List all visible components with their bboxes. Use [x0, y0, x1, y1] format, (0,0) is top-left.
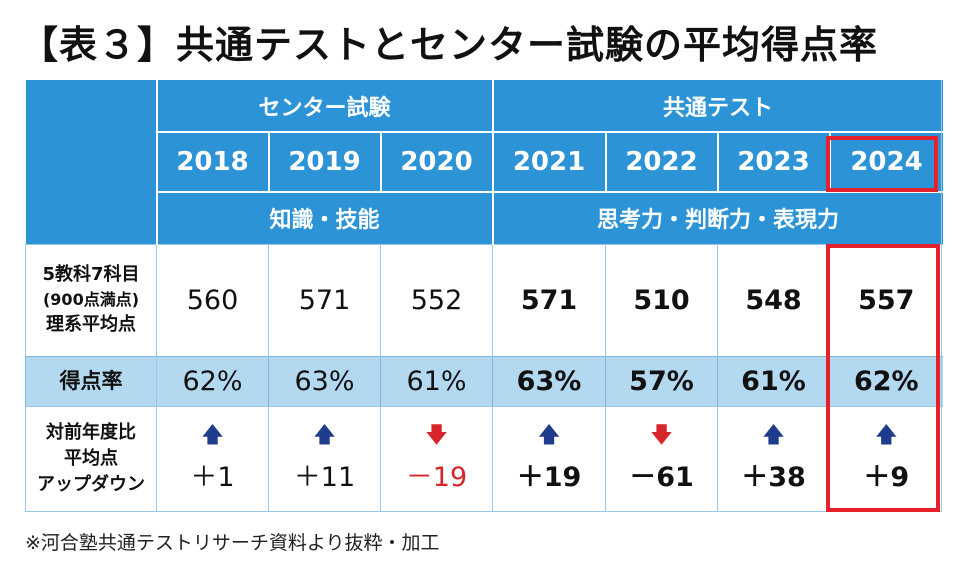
row-label-line: 5教科7科目 [42, 264, 140, 286]
updown-value: ＋1 [190, 461, 235, 493]
updown-cell: 🡇 －19 [380, 405, 493, 512]
updown-value: －61 [629, 461, 694, 493]
year-header: 2020 [379, 132, 493, 193]
page-title: 【表３】共通テストとセンター試験の平均得点率 [20, 23, 879, 67]
rate-cell: 62% [828, 355, 943, 406]
group-center: センター試験 [155, 80, 493, 133]
ability-center: 知識・技能 [155, 192, 493, 244]
score-table: センター試験 共通テスト 2018 2019 2020 2021 2022 20… [25, 80, 943, 512]
rate-cell: 62% [156, 355, 269, 406]
score-cell: 571 [268, 243, 381, 356]
updown-cell: 🡅 ＋1 [156, 405, 269, 512]
updown-value: ＋38 [741, 461, 806, 493]
down-arrow-icon: 🡇 [425, 422, 448, 448]
row-label-updown: 対前年度比 平均点 アップダウン [25, 405, 157, 512]
rate-cell: 57% [605, 355, 718, 406]
updown-cell: 🡅 ＋9 [828, 405, 943, 512]
updown-cell: 🡅 ＋38 [717, 405, 830, 512]
row-label-line: アップダウン [37, 474, 145, 496]
year-header: 2023 [716, 132, 830, 193]
score-cell: 560 [156, 243, 269, 356]
up-arrow-icon: 🡅 [537, 422, 561, 448]
updown-cell: 🡇 －61 [605, 405, 718, 512]
group-kyotsu: 共通テスト [491, 80, 943, 133]
year-header: 2021 [491, 132, 606, 193]
updown-value: ＋11 [293, 461, 356, 493]
header-corner [25, 80, 157, 244]
updown-cell: 🡅 ＋11 [268, 405, 381, 512]
year-header: 2019 [267, 132, 381, 193]
row-label-line: 理系平均点 [46, 313, 136, 335]
score-cell: 548 [717, 243, 830, 356]
row-label-line: (900点満点) [42, 290, 140, 310]
score-cell: 552 [380, 243, 493, 356]
up-arrow-icon: 🡅 [874, 422, 898, 448]
year-header: 2022 [604, 132, 718, 193]
highlight-2024-year [826, 136, 938, 192]
down-arrow-icon: 🡇 [650, 422, 673, 448]
rate-cell: 61% [717, 355, 830, 406]
rate-cell: 61% [380, 355, 493, 406]
rate-cell: 63% [492, 355, 606, 406]
score-cell: 557 [828, 243, 943, 356]
rate-cell: 63% [268, 355, 381, 406]
year-header: 2018 [155, 132, 269, 193]
ability-kyotsu: 思考力・判断力・表現力 [491, 192, 943, 244]
updown-value: －19 [405, 461, 468, 493]
up-arrow-icon: 🡅 [762, 422, 785, 448]
score-cell: 571 [492, 243, 606, 356]
year-header: 2024 [828, 132, 943, 193]
row-label-rate: 得点率 [25, 355, 157, 406]
highlight-2024-column [826, 244, 940, 512]
up-arrow-icon: 🡅 [313, 422, 336, 448]
updown-value: ＋9 [863, 461, 910, 493]
row-label-score: 5教科7科目 (900点満点) 理系平均点 [25, 243, 157, 356]
row-label-line: 対前年度比 [46, 422, 136, 444]
up-arrow-icon: 🡅 [201, 422, 224, 448]
footnote: ※河合塾共通テストリサーチ資料より抜粋・加工 [25, 532, 440, 554]
updown-cell: 🡅 ＋19 [492, 405, 606, 512]
row-label-line: 平均点 [64, 448, 118, 470]
updown-value: ＋19 [516, 461, 582, 493]
score-cell: 510 [605, 243, 718, 356]
